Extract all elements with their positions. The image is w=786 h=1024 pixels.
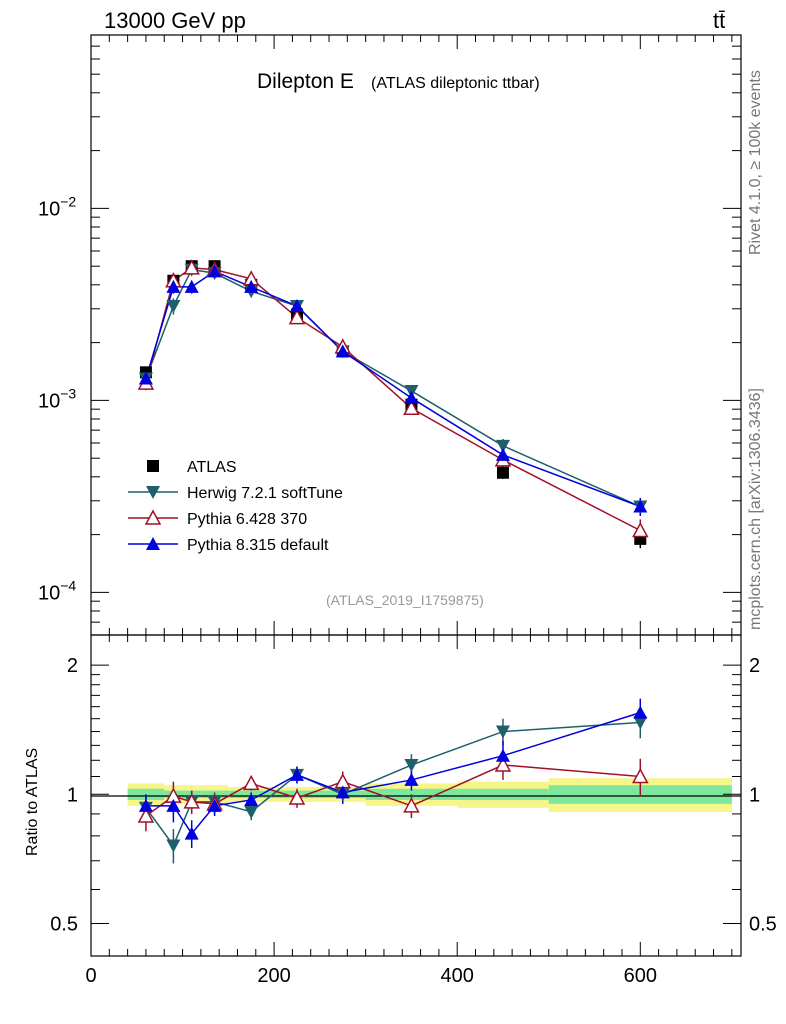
pythia6-ratio-point [632, 767, 649, 784]
pythia8-main-point [207, 264, 222, 278]
plot-title: Dilepton E [257, 70, 354, 93]
ratio-y-tick-label-right: 1 [749, 784, 760, 806]
herwig-ratio-line [145, 721, 641, 847]
ratio-y-tick-labels: 2 2 1 1 0.5 0.5 [50, 655, 777, 935]
pythia6-main-line [145, 267, 641, 532]
ratio-y-tick-label-left: 0.5 [50, 913, 78, 935]
ratio-series-group [137, 698, 649, 864]
ratio-y-tick-label-left: 2 [67, 655, 78, 677]
rivet-version-label: Rivet 4.1.0, ≥ 100k events [747, 70, 764, 255]
pythia8-ratio-point [184, 826, 199, 840]
pythia8-main-point [244, 279, 259, 293]
herwig-ratio-point [495, 725, 510, 739]
process-label: tt̄ [713, 8, 725, 33]
herwig-ratio-point [244, 805, 259, 819]
legend-label-data: ATLAS [187, 459, 237, 476]
legend-label-herwig: Herwig 7.2.1 softTune [187, 485, 343, 502]
pythia6-main-point [632, 521, 649, 538]
pythia6-main-point [288, 308, 306, 325]
pythia8-main-point [166, 279, 181, 293]
pythia6-ratio-line [145, 764, 641, 817]
pythia6-ratio-point [403, 797, 420, 813]
legend-label-pythia8: Pythia 8.315 default [187, 537, 329, 554]
pythia8-ratio-point [166, 798, 181, 812]
pythia6-ratio-point [183, 793, 200, 809]
ratio-plot-frame [90, 634, 742, 957]
main-series-group [137, 259, 649, 549]
ratio-plot-panel: 2 2 1 1 0.5 0.5 0 200 400 600 Ratio to ATLAS [24, 634, 777, 987]
data-main-point [496, 466, 509, 479]
ratio-stat-band [457, 788, 549, 800]
herwig-main-point [495, 439, 510, 453]
legend-label-pythia6: Pythia 6.428 370 [187, 511, 307, 528]
x-tick-label: 200 [257, 965, 290, 987]
herwig-main-point [166, 300, 181, 314]
pythia8-main-point [289, 299, 304, 313]
pythia8-ratio-point [244, 792, 259, 806]
x-tick-labels: 0 200 400 600 [85, 965, 657, 987]
pythia8-main-point [633, 499, 648, 513]
analysis-watermark: (ATLAS_2019_I1759875) [326, 592, 484, 608]
main-plot-panel: Dilepton E (ATLAS dileptonic ttbar) (ATL… [38, 34, 742, 636]
x-tick-label: 400 [441, 965, 474, 987]
main-y-tick-label: 10−4 [38, 577, 76, 604]
pythia8-main-point [335, 344, 350, 358]
pythia8-main-point [404, 390, 419, 404]
pythia6-ratio-point [288, 789, 306, 805]
legend-marker-herwig [146, 486, 160, 499]
ratio-y-tick-label-right: 2 [749, 655, 760, 677]
legend: ATLAS Herwig 7.2.1 softTune Pythia 6.428 3… [128, 459, 343, 554]
herwig-ratio-point [633, 716, 648, 730]
pythia8-main-point [184, 279, 199, 293]
ratio-y-tick-label-left: 1 [67, 784, 78, 806]
main-y-tick-label: 10−2 [38, 193, 76, 220]
ratio-y-axis-label: Ratio to ATLAS [24, 748, 41, 856]
legend-marker-pythia6 [144, 509, 162, 525]
pythia6-ratio-point [137, 807, 155, 823]
pythia8-main-line [145, 270, 641, 508]
legend-marker-pythia8 [146, 537, 160, 550]
herwig-ratio-point [404, 759, 419, 773]
pythia8-main-point [495, 447, 510, 461]
mcplots-credit-label: mcplots.cern.ch [arXiv:1306.3436] [747, 388, 764, 630]
pythia8-ratio-point [335, 785, 350, 799]
legend-marker-data [147, 460, 159, 472]
pythia8-ratio-point [138, 798, 153, 812]
pythia6-main-point [183, 259, 200, 275]
pythia8-ratio-point [207, 798, 222, 812]
pythia8-ratio-line [145, 711, 641, 835]
ratio-y-tick-label-right: 0.5 [749, 913, 777, 935]
herwig-ratio-point [166, 839, 181, 853]
plot-subtitle: (ATLAS dileptonic ttbar) [371, 75, 540, 92]
energy-label: 13000 GeV pp [104, 8, 246, 33]
pythia8-ratio-point [495, 748, 510, 762]
pythia8-main-point [138, 371, 153, 385]
ratio-axis-ticks [90, 635, 741, 956]
pythia8-ratio-point [289, 767, 304, 781]
pythia6-main-point [403, 399, 420, 416]
pythia6-ratio-point [494, 756, 512, 772]
x-tick-label: 600 [624, 965, 657, 987]
pythia6-ratio-point [242, 774, 260, 791]
pythia8-ratio-point [633, 705, 648, 719]
x-tick-label: 0 [85, 965, 96, 987]
main-y-tick-label: 10−3 [38, 385, 76, 412]
main-y-tick-labels: 10−2 10−3 10−4 [38, 193, 76, 604]
pythia8-ratio-point [404, 772, 419, 786]
